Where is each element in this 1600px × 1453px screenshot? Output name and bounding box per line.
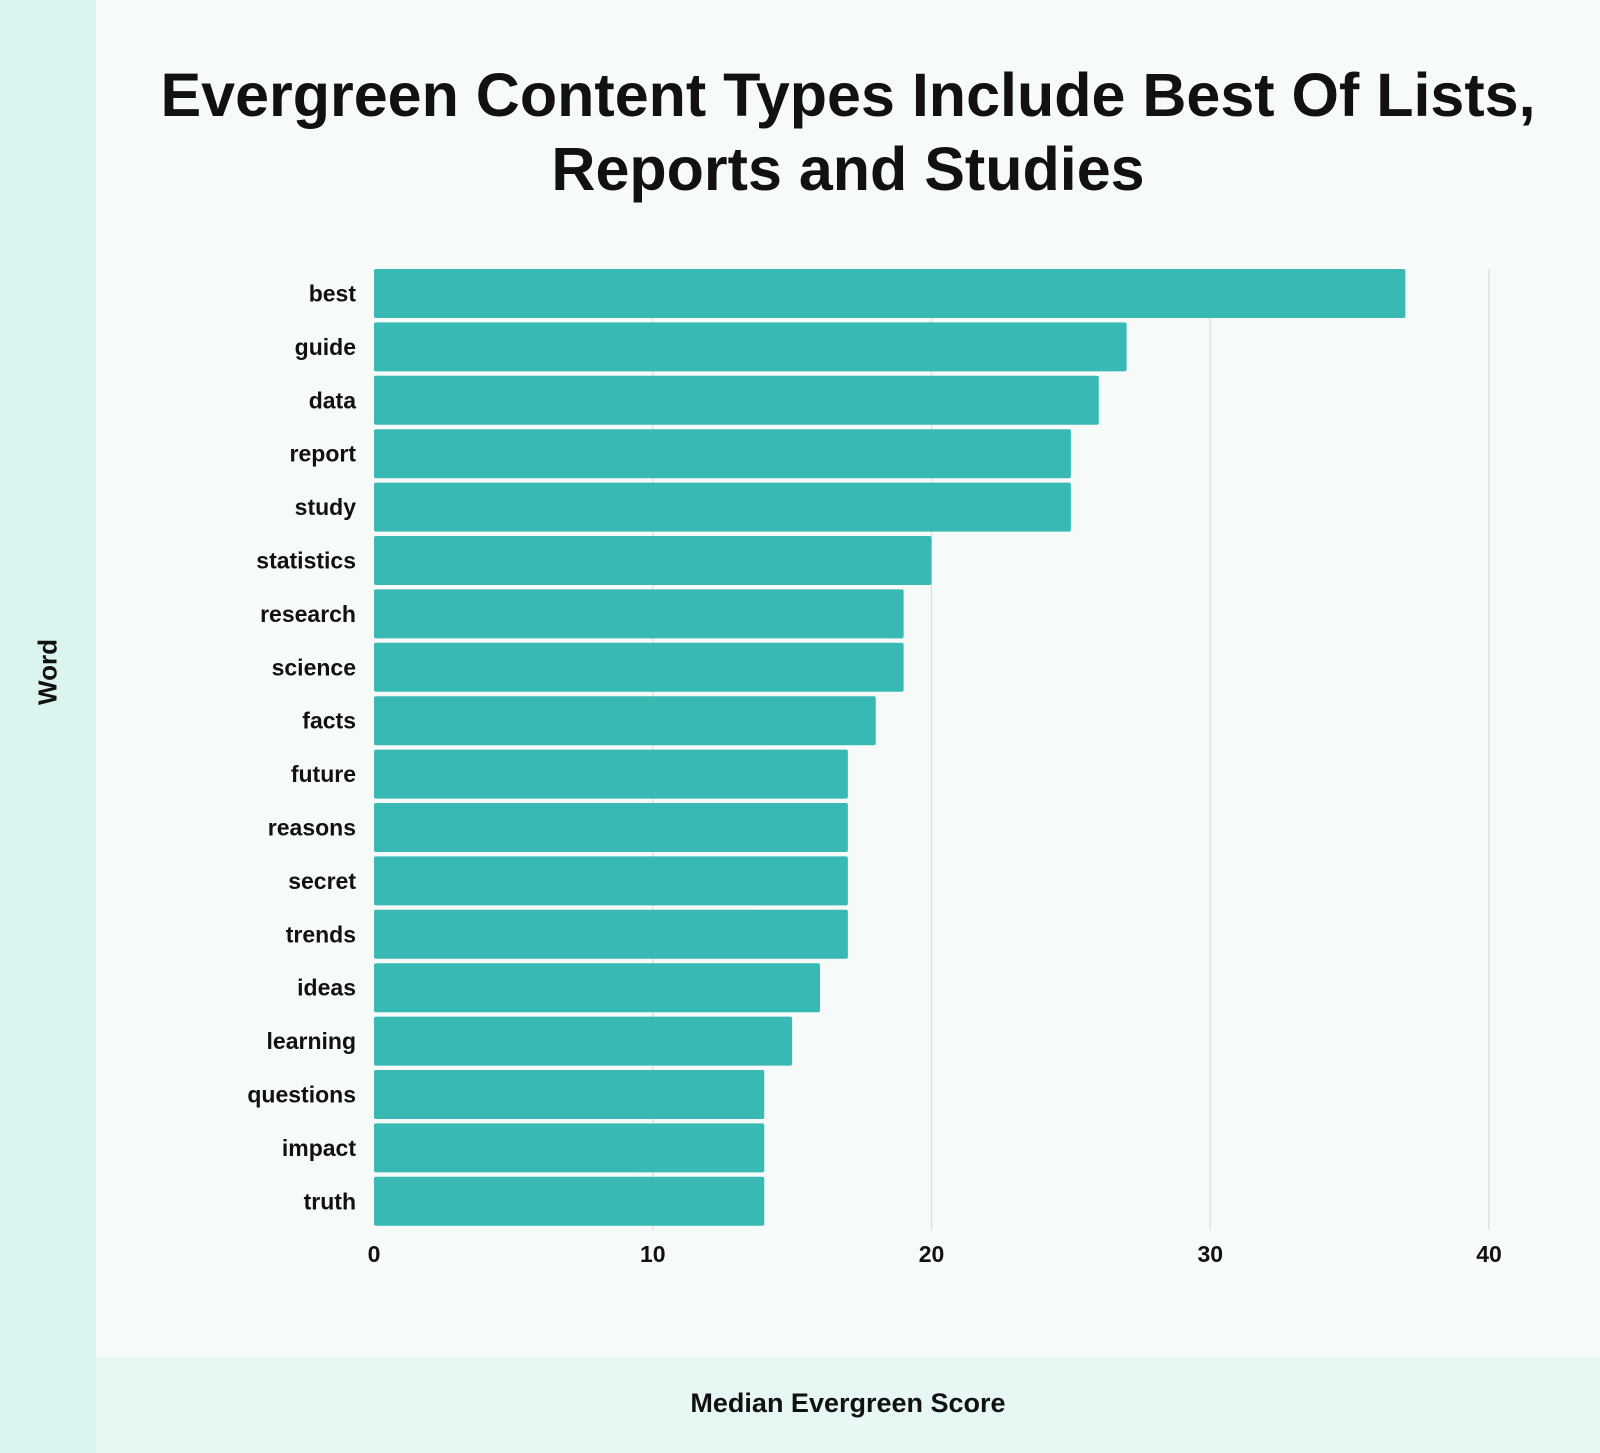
bar-research bbox=[374, 589, 904, 639]
category-label-learning: learning bbox=[267, 1028, 356, 1054]
x-tick-label: 30 bbox=[1197, 1241, 1223, 1267]
category-label-questions: questions bbox=[247, 1082, 356, 1108]
bar-study bbox=[374, 482, 1071, 532]
chart-title: Evergreen Content Types Include Best Of … bbox=[160, 61, 1536, 203]
x-tick-label: 0 bbox=[368, 1241, 381, 1267]
bar-truth bbox=[374, 1176, 765, 1226]
category-label-science: science bbox=[272, 654, 356, 680]
bar-best bbox=[374, 269, 1406, 318]
category-label-secret: secret bbox=[288, 868, 356, 894]
category-label-truth: truth bbox=[304, 1188, 356, 1214]
left-band bbox=[0, 0, 96, 1453]
x-tick-label: 40 bbox=[1476, 1241, 1502, 1267]
bar-reasons bbox=[374, 803, 848, 852]
bar-data bbox=[374, 375, 1099, 425]
bar-questions bbox=[374, 1070, 765, 1119]
category-label-facts: facts bbox=[302, 708, 356, 734]
x-axis-label: Median Evergreen Score bbox=[690, 1388, 1006, 1418]
category-label-study: study bbox=[295, 494, 357, 520]
category-label-trends: trends bbox=[286, 921, 356, 947]
bar-trends bbox=[374, 909, 848, 959]
bar-learning bbox=[374, 1016, 793, 1066]
x-tick-label: 10 bbox=[640, 1241, 666, 1267]
bottom-band bbox=[96, 1357, 1600, 1453]
bar-future bbox=[374, 749, 848, 799]
category-label-future: future bbox=[291, 761, 356, 787]
bar-ideas bbox=[374, 963, 820, 1013]
bar-report bbox=[374, 429, 1071, 479]
category-label-report: report bbox=[290, 441, 357, 467]
category-label-data: data bbox=[309, 387, 357, 413]
category-label-best: best bbox=[309, 281, 357, 307]
bars bbox=[374, 269, 1406, 1226]
category-label-impact: impact bbox=[282, 1135, 356, 1161]
category-label-guide: guide bbox=[295, 334, 356, 360]
category-label-research: research bbox=[260, 601, 356, 627]
category-label-statistics: statistics bbox=[256, 548, 356, 574]
category-label-reasons: reasons bbox=[268, 815, 356, 841]
bar-statistics bbox=[374, 536, 932, 585]
bar-chart: best guide data report study statistics resear… bbox=[247, 269, 1502, 1267]
bar-guide bbox=[374, 322, 1127, 372]
category-labels: best guide data report study statistics resear… bbox=[247, 281, 356, 1215]
bar-facts bbox=[374, 696, 876, 746]
x-tick-labels: 0 10 20 30 40 bbox=[368, 1241, 1502, 1267]
category-label-ideas: ideas bbox=[297, 975, 356, 1001]
bar-secret bbox=[374, 856, 848, 906]
bar-impact bbox=[374, 1123, 765, 1173]
bar-science bbox=[374, 642, 904, 692]
x-tick-label: 20 bbox=[919, 1241, 945, 1267]
